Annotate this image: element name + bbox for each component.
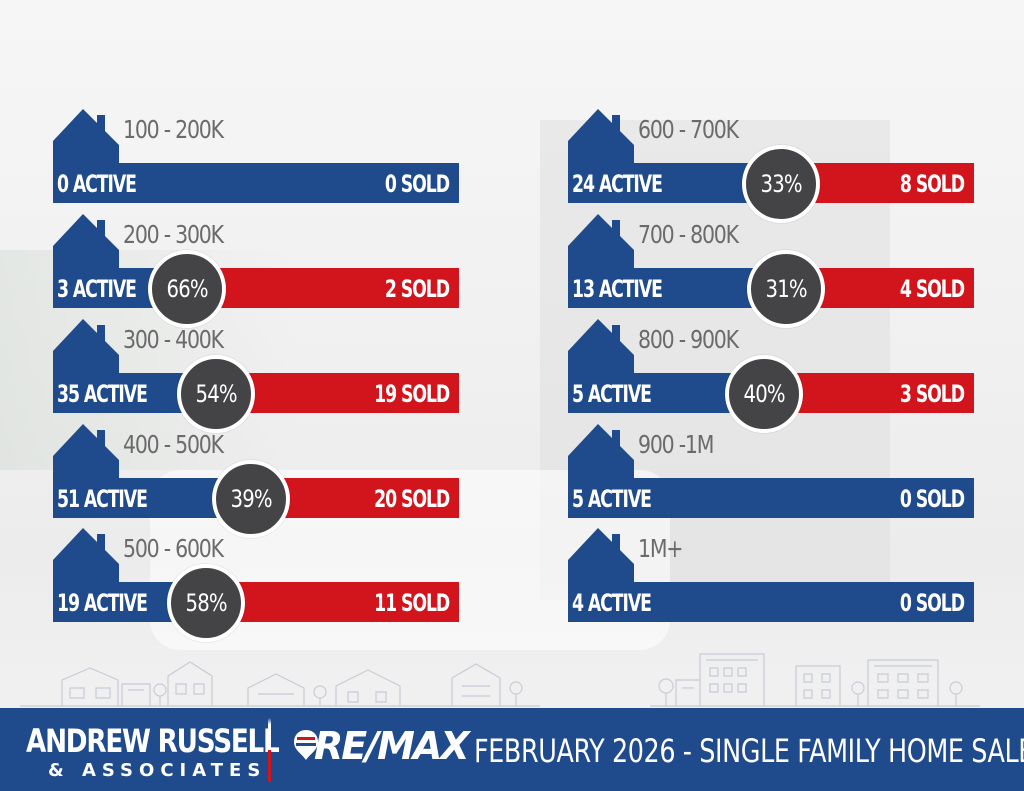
- sold-count-label: 0 SOLD: [899, 589, 965, 617]
- sell-through-percent-badge: 66%: [148, 250, 226, 328]
- price-range-label: 1M+: [638, 534, 683, 563]
- house-icon: [568, 424, 634, 492]
- price-bracket: 800 - 900K 5 ACTIVE 3 SOLD 40%: [568, 317, 974, 433]
- price-range-label: 400 - 500K: [123, 430, 224, 459]
- sold-count-label: 8 SOLD: [899, 170, 965, 198]
- brand-subtitle: & ASSOCIATES: [48, 760, 267, 781]
- price-bracket: 100 - 200K 0 ACTIVE 0 SOLD: [53, 107, 459, 209]
- town-skyline-illustration: [20, 653, 980, 707]
- price-bracket: 900 -1M 5 ACTIVE 0 SOLD: [568, 422, 974, 524]
- sold-count-label: 20 SOLD: [374, 485, 450, 513]
- house-icon: [53, 214, 119, 282]
- house-icon: [568, 528, 634, 596]
- sell-through-percent-badge: 39%: [212, 460, 290, 538]
- active-sold-bar: 35 ACTIVE 19 SOLD: [53, 373, 459, 413]
- active-count-label: 0 ACTIVE: [57, 170, 137, 198]
- sold-count-label: 3 SOLD: [899, 380, 965, 408]
- price-range-label: 300 - 400K: [123, 325, 224, 354]
- report-title: FEBRUARY 2026 - SINGLE FAMILY HOME SALES: [474, 732, 1024, 770]
- house-icon: [53, 528, 119, 596]
- house-icon: [568, 214, 634, 282]
- sell-through-percent-badge: 58%: [167, 564, 245, 642]
- footer-divider: [268, 718, 271, 782]
- house-icon: [53, 319, 119, 387]
- active-sold-bar: 3 ACTIVE 2 SOLD: [53, 268, 459, 308]
- price-range-label: 200 - 300K: [123, 220, 224, 249]
- active-count-label: 5 ACTIVE: [572, 380, 652, 408]
- active-count-label: 3 ACTIVE: [57, 275, 137, 303]
- sold-count-label: 4 SOLD: [899, 275, 965, 303]
- active-count-label: 19 ACTIVE: [57, 589, 148, 617]
- active-sold-bar: 5 ACTIVE 0 SOLD: [568, 478, 974, 518]
- active-count-label: 24 ACTIVE: [572, 170, 663, 198]
- sold-count-label: 11 SOLD: [374, 589, 450, 617]
- sell-through-percent-badge: 54%: [177, 355, 255, 433]
- price-bracket: 400 - 500K 51 ACTIVE 20 SOLD 39%: [53, 422, 459, 538]
- price-bracket: 1M+ 4 ACTIVE 0 SOLD: [568, 526, 974, 628]
- house-icon: [53, 424, 119, 492]
- remax-logo: RE/MAX: [314, 724, 470, 768]
- price-range-label: 700 - 800K: [638, 220, 739, 249]
- house-icon: [568, 319, 634, 387]
- house-icon: [568, 109, 634, 177]
- active-sold-bar: 0 ACTIVE 0 SOLD: [53, 163, 459, 203]
- sold-segment: [216, 373, 459, 413]
- active-count-label: 51 ACTIVE: [57, 485, 148, 513]
- active-count-label: 5 ACTIVE: [572, 485, 652, 513]
- sold-count-label: 2 SOLD: [384, 275, 450, 303]
- house-icon: [53, 109, 119, 177]
- sell-through-percent-badge: 40%: [725, 355, 803, 433]
- sold-count-label: 0 SOLD: [899, 485, 965, 513]
- price-range-label: 600 - 700K: [638, 115, 739, 144]
- sold-count-label: 19 SOLD: [374, 380, 450, 408]
- sold-segment: [206, 582, 459, 622]
- price-range-label: 500 - 600K: [123, 534, 224, 563]
- price-range-label: 800 - 900K: [638, 325, 739, 354]
- active-count-label: 4 ACTIVE: [572, 589, 652, 617]
- price-range-label: 100 - 200K: [123, 115, 224, 144]
- active-count-label: 35 ACTIVE: [57, 380, 148, 408]
- sell-through-percent-badge: 33%: [742, 145, 820, 223]
- price-bracket: 500 - 600K 19 ACTIVE 11 SOLD 58%: [53, 526, 459, 642]
- price-bracket: 700 - 800K 13 ACTIVE 4 SOLD 31%: [568, 212, 974, 328]
- sold-segment: [187, 268, 459, 308]
- sell-through-percent-badge: 31%: [747, 250, 825, 328]
- active-count-label: 13 ACTIVE: [572, 275, 663, 303]
- remax-balloon-icon: [294, 730, 318, 760]
- brand-name: ANDREW RUSSELL: [26, 722, 280, 760]
- price-range-label: 900 -1M: [638, 430, 714, 459]
- active-sold-bar: 19 ACTIVE 11 SOLD: [53, 582, 459, 622]
- footer-banner: ANDREW RUSSELL & ASSOCIATES RE/MAX FEBRU…: [0, 708, 1024, 791]
- price-bracket: 600 - 700K 24 ACTIVE 8 SOLD 33%: [568, 107, 974, 223]
- price-bracket: 300 - 400K 35 ACTIVE 19 SOLD 54%: [53, 317, 459, 433]
- sold-count-label: 0 SOLD: [384, 170, 450, 198]
- active-sold-bar: 4 ACTIVE 0 SOLD: [568, 582, 974, 622]
- price-bracket: 200 - 300K 3 ACTIVE 2 SOLD 66%: [53, 212, 459, 328]
